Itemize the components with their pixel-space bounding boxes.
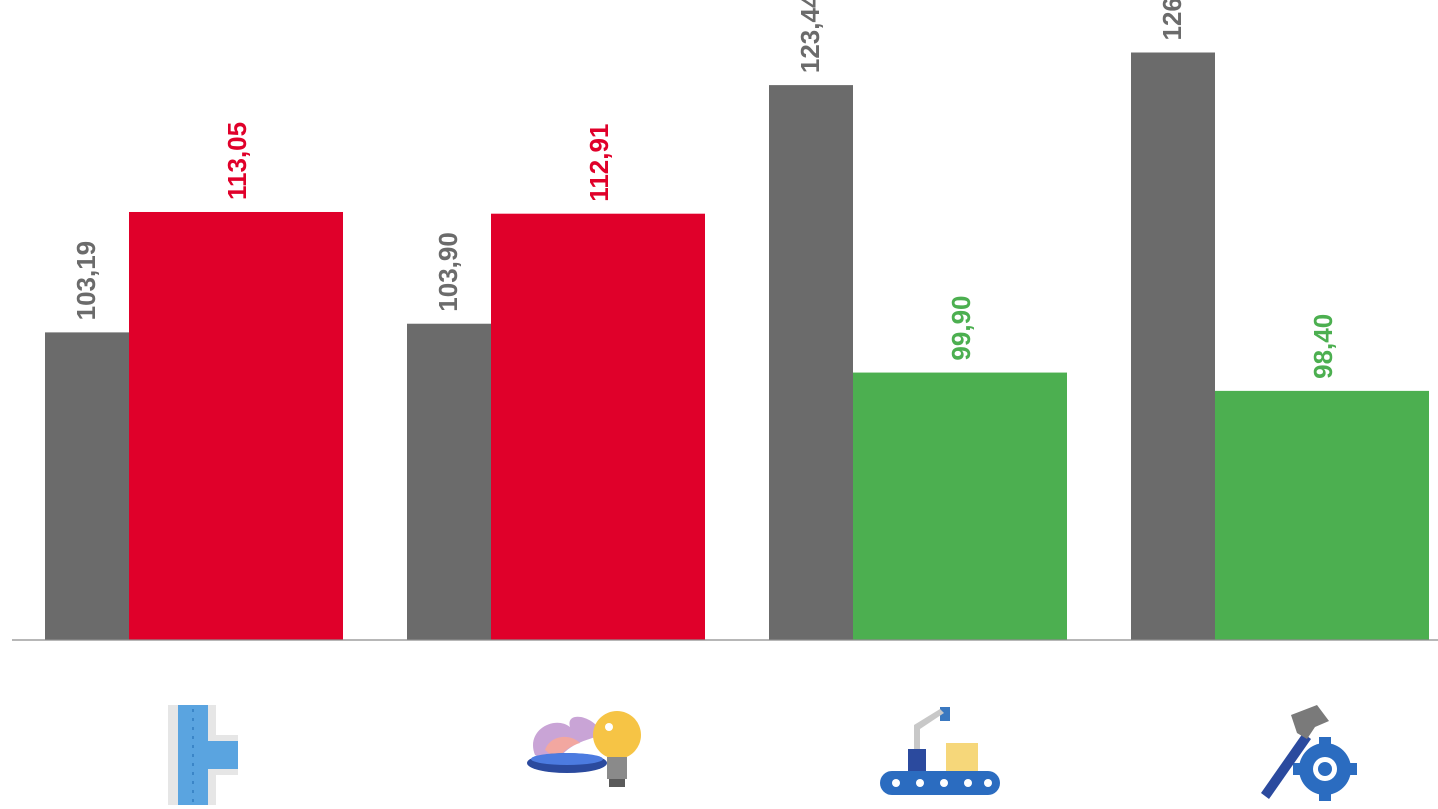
hammer-gear-icon [1261, 705, 1357, 801]
value-label-manufacturing-series-1: 123,44 [795, 0, 825, 73]
value-label-water-supply-series-1: 103,19 [71, 241, 101, 321]
water-pipe-icon [168, 705, 238, 805]
value-label-manufacturing-series-2: 99,90 [946, 295, 976, 360]
value-label-gas-and-electricity-series-2: 112,91 [584, 124, 614, 202]
bar-industry-series-1 [1131, 52, 1215, 641]
bar-gas-and-electricity-series-1 [407, 323, 491, 640]
bar-gas-and-electricity-series-2 [491, 213, 705, 640]
value-labels-layer: 103,19 113,05 103,90 112,91 123,44 99,90 126,1… [71, 0, 1338, 379]
gas-flame-lightbulb-icon [527, 711, 641, 787]
bar-water-supply-series-2 [129, 211, 343, 640]
value-label-water-supply-series-2: 113,05 [222, 122, 252, 200]
bar-water-supply-series-1 [45, 332, 129, 640]
value-label-industry-series-2: 98,40 [1308, 314, 1338, 379]
value-label-industry-series-1: 126,11 [1157, 0, 1187, 41]
bar-industry-series-2 [1215, 390, 1429, 640]
bar-manufacturing-series-2 [853, 372, 1067, 640]
bar-manufacturing-series-1 [769, 85, 853, 641]
value-label-gas-and-electricity-series-1: 103,90 [433, 232, 463, 312]
conveyor-robot-arm-icon [880, 707, 1000, 795]
bars-layer [45, 52, 1429, 641]
